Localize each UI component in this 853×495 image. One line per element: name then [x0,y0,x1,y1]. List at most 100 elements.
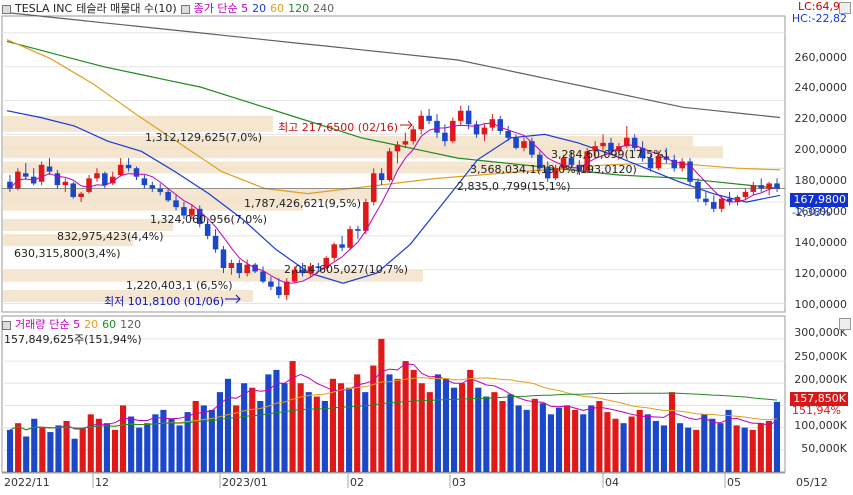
volume-profile-label: 1,312,129,625(7,0%) [145,131,263,144]
volume-bar [233,405,240,472]
volume-bar [354,374,361,472]
time-axis-label: 2022/11 [4,476,50,489]
legend-box-icon[interactable] [2,4,11,14]
candle-body [141,178,148,186]
volume-bar [434,374,441,472]
candle-body [46,166,53,172]
price-axis-label: 180,0000 [794,174,848,187]
volume-bar [160,409,167,472]
candle-body [434,120,440,133]
candle-body [655,156,662,169]
candle-body [157,188,163,192]
legend-box-icon[interactable] [180,4,190,14]
volume-axis-label: 50,000K [801,442,847,455]
candle-body [196,208,203,225]
volume-bar [701,414,708,472]
price-axis-label: 260,0000 [794,51,848,64]
candle-body [410,129,417,142]
panel-maximize-button[interactable] [839,2,851,14]
volume-legend: 거래량 단순 5 20 60 120 [2,318,145,332]
candle-body [94,173,100,179]
candle-body [78,193,84,197]
candle-body [703,198,709,203]
volume-bar [289,361,296,472]
candle-body [378,173,385,181]
volume-profile-bar [3,146,723,159]
volume-bar [71,438,78,472]
price-axis-label: 220,0000 [794,112,848,125]
legend-box-icon[interactable] [2,320,11,330]
volume-profile-bar [3,269,423,282]
time-axis-label: 02 [350,476,364,489]
candle-body [505,131,511,138]
candle-body [616,146,622,152]
volume-bar [329,378,337,472]
volume-bar [483,396,490,472]
candle-body [457,110,464,121]
candle-body [631,137,638,148]
candle-body [402,141,409,145]
volume-bar [717,423,724,472]
volume-bar [628,416,635,472]
candle-body [742,191,749,197]
volume-bar [192,401,199,472]
volume-bar [749,429,756,472]
candle-body [513,137,519,148]
volume-bar [378,338,385,472]
volume-title: 거래량 [15,318,46,331]
volume-bar [313,396,320,472]
volume-profile-label: 2,835,0 ,799(15,1%) [457,180,571,193]
volume-bar [410,369,417,472]
candle-body [639,147,646,159]
vol-ma-60-label: 60 [102,318,117,331]
volume-profile-label: 1,324,060,956(7,0%) [150,213,268,226]
candle-body [481,127,488,135]
candle-body [726,198,733,203]
candle-body [291,269,298,282]
candle-body [315,266,322,269]
volume-profile-label: 3,284,60,099(17,5%) [551,148,669,161]
volume-axis-label: 300,000K [794,326,847,339]
ma120-line [6,40,781,190]
candle-body [497,119,504,132]
candle-body [173,200,179,208]
volume-bar [564,405,571,472]
volume-profile-label: 2,014,605,027(10,7%) [284,263,409,276]
volume-bar [241,383,248,472]
candle-body [54,173,61,186]
candle-body [7,181,13,189]
ma-20-label: 20 [252,2,267,15]
ma-label: 종가 단순 5 [193,2,249,15]
price-axis-label: 100,0000 [794,298,848,311]
candle-body [117,164,124,175]
volume-bar [15,423,22,472]
candle-body [774,183,780,189]
candle-body [125,164,132,169]
volume-panel-button[interactable] [839,318,851,330]
volume-bar [596,401,603,472]
low-annotation: 최저 101,8100 (01/06) [104,295,225,308]
volume-bar [144,423,151,472]
volume-bar [111,429,119,472]
candle-body [70,183,76,197]
volume-bar [119,405,127,472]
volume-bar [249,387,256,472]
ma240-line [6,12,781,119]
candle-body [370,173,377,203]
candle-body [244,264,250,274]
ma20-line [6,110,781,284]
volume-bar [402,361,409,472]
candle-body [283,281,290,296]
low-arrow-icon [225,294,241,304]
volume-bar [168,418,175,472]
volume-bar [216,392,223,472]
volume-bar [531,398,538,472]
volume-ma-label: 단순 5 [49,318,81,331]
current-price-change: -2,38% [792,206,831,219]
candle-body [86,178,92,192]
volume-bar [668,392,676,472]
candle-body [442,132,448,142]
candle-body [204,224,211,236]
